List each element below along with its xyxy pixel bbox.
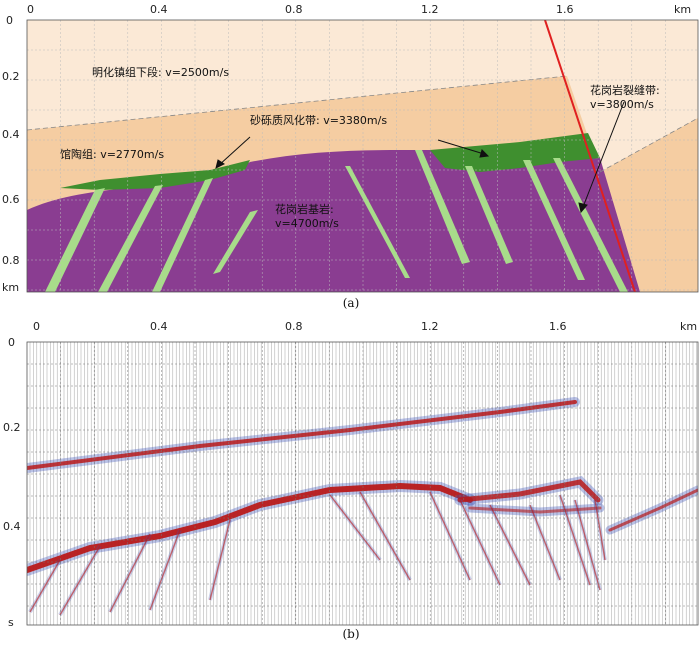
diffraction-peak: [459, 499, 501, 586]
x-tick-label: 0.4: [150, 320, 168, 333]
diffraction-peak: [529, 504, 561, 581]
fracture: [152, 178, 213, 292]
granite-velocity-label: v=4700m/s: [275, 217, 339, 230]
event-peak: [27, 400, 577, 470]
panel-a-frame: [26, 19, 699, 293]
diffraction-peak: [149, 529, 181, 611]
upper-formation-label: 明化镇组下段: v=2500m/s: [92, 65, 229, 79]
diffraction-peak: [109, 533, 151, 613]
grid-b: [27, 342, 698, 625]
x-tick-label: 0: [27, 3, 34, 16]
x-tick-label: 0.4: [150, 3, 168, 16]
event-peak: [27, 482, 473, 573]
arrowhead: [479, 149, 490, 158]
diffraction-peak: [489, 504, 531, 586]
x-axis-unit: km: [680, 320, 697, 333]
seismic-section: [27, 342, 698, 625]
panel-b-frame: [26, 341, 699, 626]
panel-b: 0 0.4 0.8 1.2 1.6 km 0 0.2 0.4 s (b): [3, 320, 699, 641]
guantao-label: 馆陶组: v=2770m/s: [60, 147, 164, 161]
x-tick-label: 1.6: [549, 320, 567, 333]
x-axis-a: 0 0.4 0.8 1.2 1.6 km: [27, 3, 691, 16]
weathered-zone-left: [60, 160, 250, 190]
y-tick-label: 0.6: [2, 193, 20, 206]
diffraction-peak: [359, 491, 411, 581]
x-tick-label: 0: [33, 320, 40, 333]
x-tick-label: 0.8: [285, 320, 303, 333]
panel-a: 明化镇组下段: v=2500m/s 馆陶组: v=2770m/s 砂砾质风化带:…: [2, 3, 699, 310]
diffraction-peak: [329, 494, 381, 561]
y-axis-unit: s: [8, 616, 14, 629]
y-tick-label: 0.2: [2, 70, 20, 83]
fracture: [523, 160, 585, 280]
fracture: [45, 188, 105, 292]
arrow: [217, 136, 251, 167]
y-tick-label: 0.4: [3, 520, 21, 533]
fracture: [415, 150, 470, 264]
x-axis-b: 0 0.4 0.8 1.2 1.6 km: [33, 320, 697, 333]
caption-b: (b): [342, 627, 359, 641]
horizon-boundary-right: [599, 117, 698, 173]
weathered-label: 砂砾质风化带: v=3380m/s: [250, 113, 387, 127]
caption-a: (a): [343, 296, 360, 310]
x-tick-label: 1.2: [421, 3, 439, 16]
arrow: [437, 139, 485, 155]
x-tick-label: 1.6: [556, 3, 574, 16]
y-axis-unit: km: [2, 281, 19, 294]
diffraction-peak: [429, 491, 471, 581]
x-tick-label: 1.2: [421, 320, 439, 333]
grid-a: [27, 20, 698, 292]
diffraction-peak: [209, 519, 231, 601]
granite-label: 花岗岩基岩:: [275, 202, 334, 216]
y-tick-label: 0: [6, 14, 13, 27]
geologic-model: 明化镇组下段: v=2500m/s 馆陶组: v=2770m/s 砂砾质风化带:…: [27, 20, 698, 292]
fracture-velocity-label: v=3800m/s: [590, 98, 654, 111]
fault-line: [544, 20, 636, 292]
y-axis-b: 0 0.2 0.4 s: [3, 336, 21, 629]
y-tick-label: 0.8: [2, 254, 20, 267]
event-peak: [608, 488, 698, 532]
granite-basement: [27, 150, 640, 292]
fracture: [553, 158, 628, 292]
diffraction-peak: [594, 499, 606, 561]
fracture-lines: [45, 150, 628, 292]
fracture: [213, 210, 258, 274]
y-axis-a: 0 0.2 0.4 0.6 0.8 km: [2, 14, 20, 294]
fracture: [98, 185, 163, 292]
fracture: [465, 166, 513, 264]
fracture: [345, 166, 410, 278]
fracture-label: 花岗岩裂缝带:: [590, 83, 660, 97]
horizon-boundary: [27, 75, 568, 131]
diffraction-peak: [574, 499, 601, 591]
event-peak: [457, 479, 601, 503]
diffraction-peak: [29, 559, 61, 613]
arrowhead: [215, 159, 225, 169]
annotation-arrows: [215, 101, 625, 214]
diffraction-peak: [59, 545, 101, 616]
y-tick-label: 0.4: [2, 128, 20, 141]
arrowhead: [578, 202, 588, 214]
event-peak: [468, 506, 602, 514]
x-tick-label: 0.8: [285, 3, 303, 16]
y-tick-label: 0: [8, 336, 15, 349]
arrow: [582, 101, 625, 208]
x-axis-unit: km: [674, 3, 691, 16]
y-tick-label: 0.2: [3, 421, 21, 434]
